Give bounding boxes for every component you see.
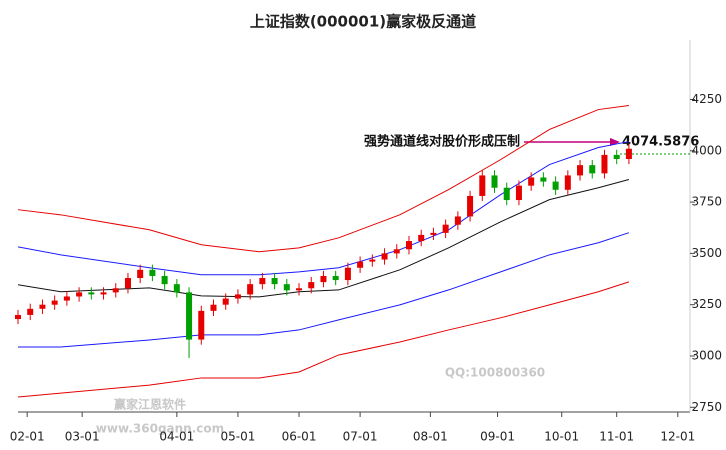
candle-body xyxy=(564,175,571,190)
x-tick-label: 06-01 xyxy=(282,430,317,444)
candle-body xyxy=(308,282,315,289)
x-tick-label: 09-01 xyxy=(480,430,515,444)
y-tick-label: 4250 xyxy=(691,92,722,106)
channel-line xyxy=(17,179,630,298)
candle-body xyxy=(63,296,70,301)
candle-body xyxy=(454,216,461,225)
y-tick-label: 3000 xyxy=(691,348,722,362)
y-tick-label: 3500 xyxy=(691,246,722,260)
y-tick-label: 3250 xyxy=(691,297,722,311)
candle-body xyxy=(234,294,241,299)
x-tick-label: 11-01 xyxy=(599,430,634,444)
candle-body xyxy=(173,284,180,293)
candle-body xyxy=(552,181,559,190)
candle-body xyxy=(442,224,449,233)
candle-body xyxy=(430,232,437,235)
candle-body xyxy=(467,195,474,217)
candle-body xyxy=(320,275,327,283)
candle-body xyxy=(210,304,217,311)
candle-body xyxy=(625,148,632,160)
candle-body xyxy=(540,177,547,182)
candle-body xyxy=(332,275,339,281)
candle-body xyxy=(112,288,119,293)
x-tick-label: 02-01 xyxy=(10,430,45,444)
watermark: QQ:100800360 xyxy=(445,366,545,380)
candle-body xyxy=(589,165,596,174)
y-tick-label: 3750 xyxy=(691,195,722,209)
x-tick-label: 05-01 xyxy=(220,430,255,444)
x-tick-label: 07-01 xyxy=(343,430,378,444)
y-tick-label: 4000 xyxy=(691,143,722,157)
channel-line xyxy=(17,281,630,398)
channel-line xyxy=(17,141,630,276)
candle-body xyxy=(369,259,376,262)
candle-body xyxy=(100,292,107,295)
candle-body xyxy=(161,275,168,285)
candle-body xyxy=(76,292,83,297)
arrow-head xyxy=(610,138,620,146)
candle-body xyxy=(381,253,388,260)
candle-body xyxy=(296,288,303,291)
candle-body xyxy=(491,175,498,188)
candle-body xyxy=(51,300,58,305)
x-tick-label: 10-01 xyxy=(544,430,579,444)
candle-body xyxy=(198,310,205,340)
candle-body xyxy=(88,292,95,295)
x-tick-label: 04-01 xyxy=(159,430,194,444)
candle-body xyxy=(271,278,278,285)
watermark: www.360gann.com xyxy=(96,422,224,436)
candle-body xyxy=(528,177,535,186)
x-tick-label: 08-01 xyxy=(413,430,448,444)
channel-line xyxy=(17,104,629,253)
candle-body xyxy=(124,278,131,289)
candle-body xyxy=(15,314,21,320)
candle-body xyxy=(39,304,46,309)
x-tick-label: 12-01 xyxy=(660,430,695,444)
annotation-value: 4074.5876 xyxy=(622,135,699,150)
x-tick-label: 03-01 xyxy=(65,430,100,444)
candle-body xyxy=(418,234,425,242)
watermark: 赢家江恩软件 xyxy=(114,397,186,412)
channel-line xyxy=(18,232,630,348)
candle-body xyxy=(137,269,144,279)
candle-body xyxy=(601,154,608,174)
candle-body xyxy=(515,185,522,201)
candle-body xyxy=(27,308,34,315)
annotation: 强势通道线对股价形成压制 xyxy=(364,134,520,150)
candle-body xyxy=(479,175,486,196)
candle-body xyxy=(613,154,620,160)
candle-body xyxy=(186,292,193,340)
chart-title: 上证指数(000001)赢家极反通道 xyxy=(250,13,476,31)
candle-body xyxy=(149,269,156,276)
candle-body xyxy=(357,261,364,268)
candle-body xyxy=(247,284,254,295)
candle-body xyxy=(259,278,266,285)
candle-body xyxy=(577,165,584,176)
candle-body xyxy=(344,267,351,281)
candle-body xyxy=(393,249,400,254)
candle-body xyxy=(283,284,290,291)
candle-body xyxy=(222,298,229,305)
candle-body xyxy=(405,241,412,250)
y-tick-label: 2750 xyxy=(691,400,722,414)
candle-body xyxy=(503,187,510,201)
